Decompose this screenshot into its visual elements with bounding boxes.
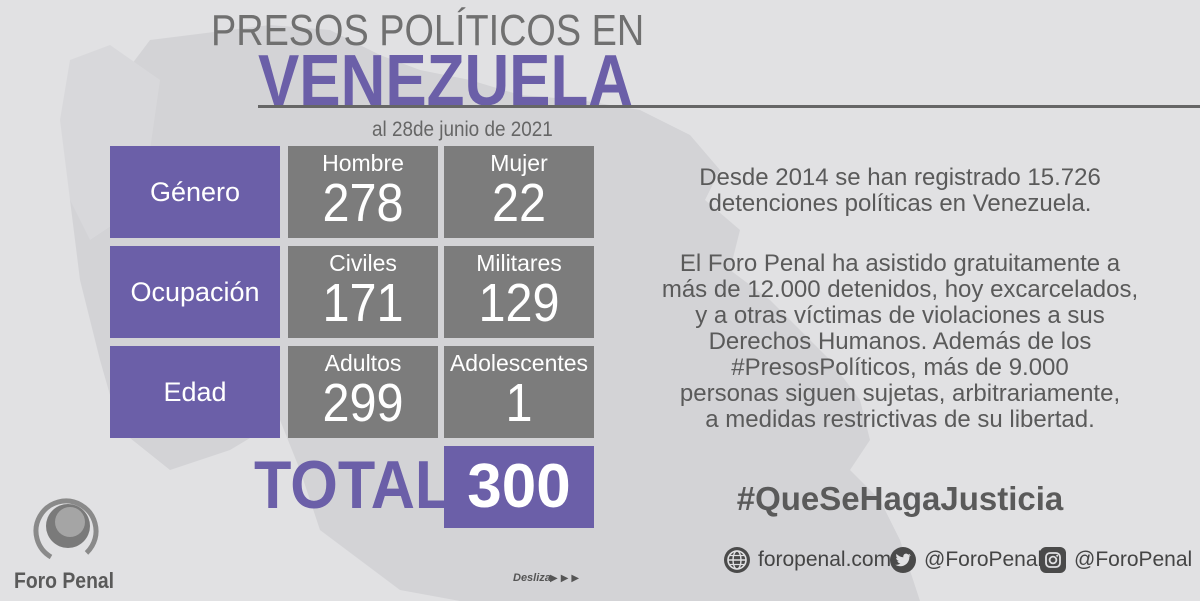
info-line: #PresosPolíticos, más de 9.000 — [731, 354, 1069, 381]
category-gender: Género — [110, 146, 280, 238]
total-value: 300 — [444, 446, 594, 528]
twitter-icon — [890, 547, 916, 573]
website-text: foropenal.com — [758, 548, 892, 571]
stat-label: Adolescentes — [449, 350, 589, 376]
stat-cell-men: Hombre 278 — [288, 146, 438, 238]
stat-value: 129 — [478, 273, 560, 333]
foro-penal-logo — [33, 498, 99, 564]
stat-label: Militares — [476, 250, 562, 276]
instagram-handle: @ForoPenal — [1074, 548, 1193, 571]
category-occupation: Ocupación — [110, 246, 280, 338]
logo-text: Foro Penal — [14, 568, 115, 593]
date-label: al 28de junio de 2021 — [372, 118, 553, 141]
info-line: Derechos Humanos. Además de los — [708, 328, 1092, 355]
hashtag: #QueSeHagaJusticia — [736, 480, 1064, 517]
title-top: PRESOS POLÍTICOS EN — [211, 6, 645, 55]
stat-cell-adults: Adultos 299 — [288, 346, 438, 438]
stat-cell-adolescents: Adolescentes 1 — [444, 346, 594, 438]
info-line: El Foro Penal ha asistido gratuitamente … — [679, 250, 1121, 277]
stat-cell-civilians: Civiles 171 — [288, 246, 438, 338]
stat-label: Civiles — [329, 250, 397, 276]
stat-label: Adultos — [324, 350, 402, 376]
stat-value: 278 — [322, 173, 404, 233]
stat-value: 299 — [322, 373, 404, 433]
stat-label: Hombre — [322, 150, 404, 176]
total-label: TOTAL — [254, 447, 453, 523]
info-paragraph-2: El Foro Penal ha asistido gratuitamente … — [640, 251, 1160, 433]
info-line: y a otras víctimas de violaciones a sus — [695, 302, 1105, 329]
swipe-label: Desliza — [513, 572, 551, 584]
title-divider — [258, 105, 1200, 108]
title-main: VENEZUELA — [258, 41, 634, 121]
info-line: Desde 2014 se han registrado 15.726 — [699, 164, 1101, 191]
stat-value: 1 — [505, 373, 533, 433]
swipe-arrows: ▶▶▶ — [550, 573, 583, 584]
stat-value: 22 — [491, 173, 547, 233]
globe-icon — [724, 547, 750, 573]
stat-cell-military: Militares 129 — [444, 246, 594, 338]
category-age: Edad — [110, 346, 280, 438]
instagram-link[interactable]: @ForoPenal — [1040, 547, 1192, 573]
info-line: más de 12.000 detenidos, hoy excarcelado… — [661, 276, 1139, 303]
stat-value: 171 — [322, 273, 404, 333]
info-line: detenciones políticas en Venezuela. — [708, 190, 1092, 217]
instagram-icon — [1040, 547, 1066, 573]
info-paragraph-1: Desde 2014 se han registrado 15.726 dete… — [640, 165, 1160, 217]
stat-label: Mujer — [490, 150, 548, 176]
website-link[interactable]: foropenal.com — [724, 547, 891, 573]
twitter-handle: @ForoPenal — [924, 548, 1043, 571]
info-line: a medidas restrictivas de su libertad. — [705, 406, 1095, 433]
stat-cell-women: Mujer 22 — [444, 146, 594, 238]
twitter-link[interactable]: @ForoPenal — [890, 547, 1042, 573]
info-line: personas siguen sujetas, arbitrariamente… — [679, 380, 1121, 407]
